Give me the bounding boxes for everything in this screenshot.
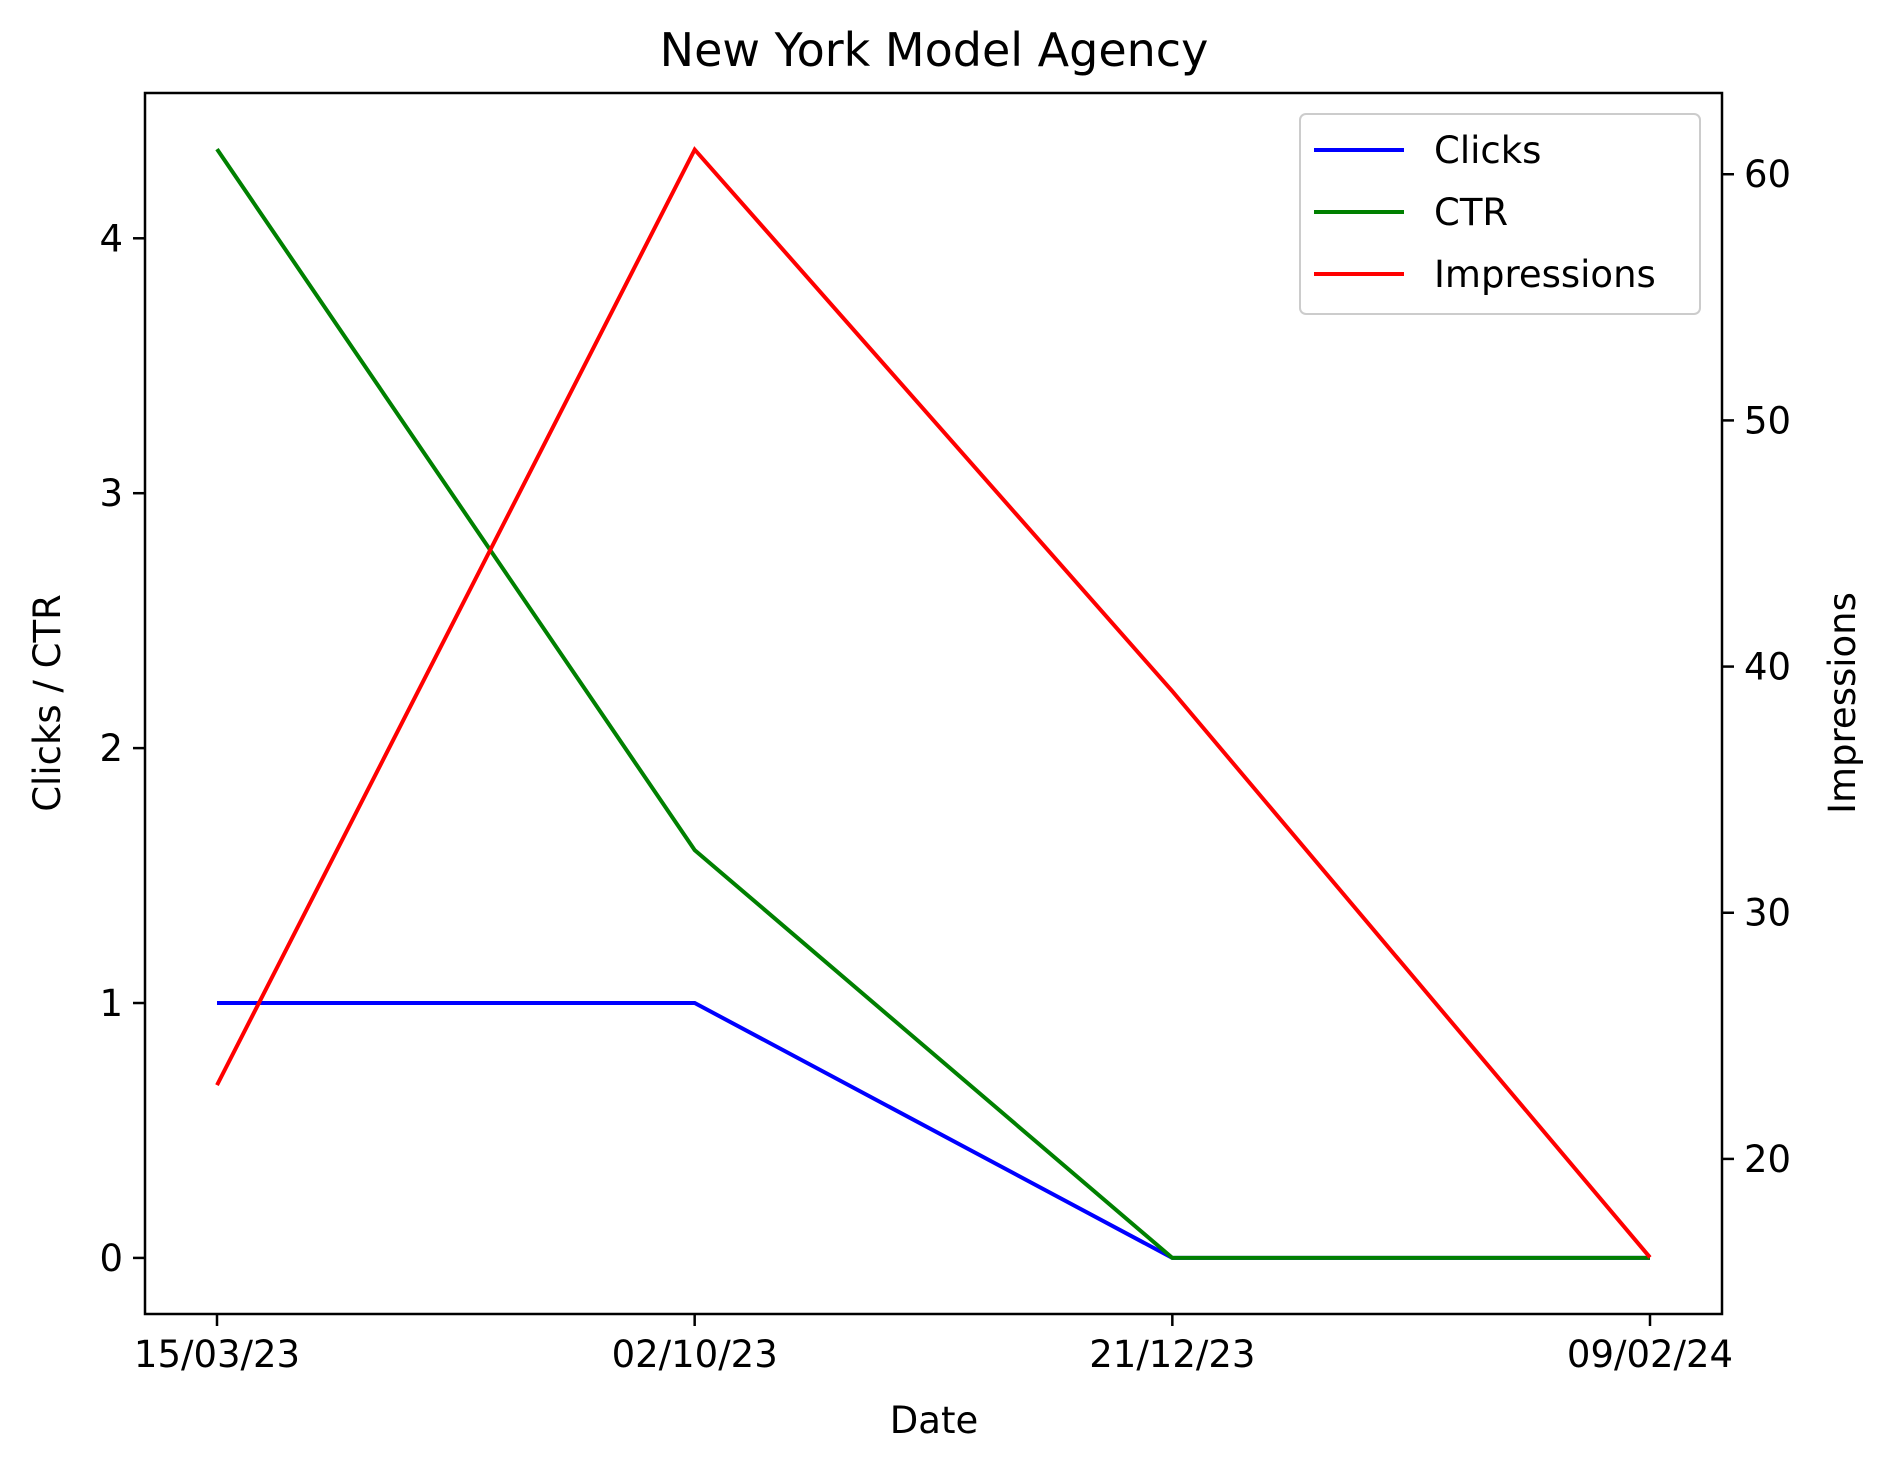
x-tick-label: 21/12/23 <box>1089 1333 1255 1376</box>
legend-label-ctr: CTR <box>1434 191 1508 234</box>
x-tick-label: 09/02/24 <box>1567 1333 1733 1376</box>
x-axis-label: Date <box>890 1399 978 1442</box>
y-tick-label-right: 40 <box>1744 646 1791 689</box>
x-tick-label: 02/10/23 <box>612 1333 778 1376</box>
y-tick-label-left: 0 <box>99 1237 123 1280</box>
y-tick-label-left: 4 <box>99 217 123 260</box>
y-tick-label-right: 30 <box>1744 892 1791 935</box>
y-tick-label-left: 2 <box>99 727 123 770</box>
x-tick-label: 15/03/23 <box>134 1333 300 1376</box>
y-axis-label-right: Impressions <box>1821 592 1864 814</box>
y-axis-label-left: Clicks / CTR <box>26 594 69 812</box>
y-tick-label-right: 20 <box>1744 1138 1791 1181</box>
y-tick-label-left: 3 <box>99 472 123 515</box>
chart-title: New York Model Agency <box>660 23 1209 77</box>
legend-label-clicks: Clicks <box>1434 129 1541 172</box>
y-tick-label-right: 60 <box>1744 153 1791 196</box>
legend: Clicks CTR Impressions <box>1300 114 1700 314</box>
y-tick-label-right: 50 <box>1744 399 1791 442</box>
legend-label-impressions: Impressions <box>1434 253 1656 296</box>
y-tick-label-left: 1 <box>99 982 123 1025</box>
